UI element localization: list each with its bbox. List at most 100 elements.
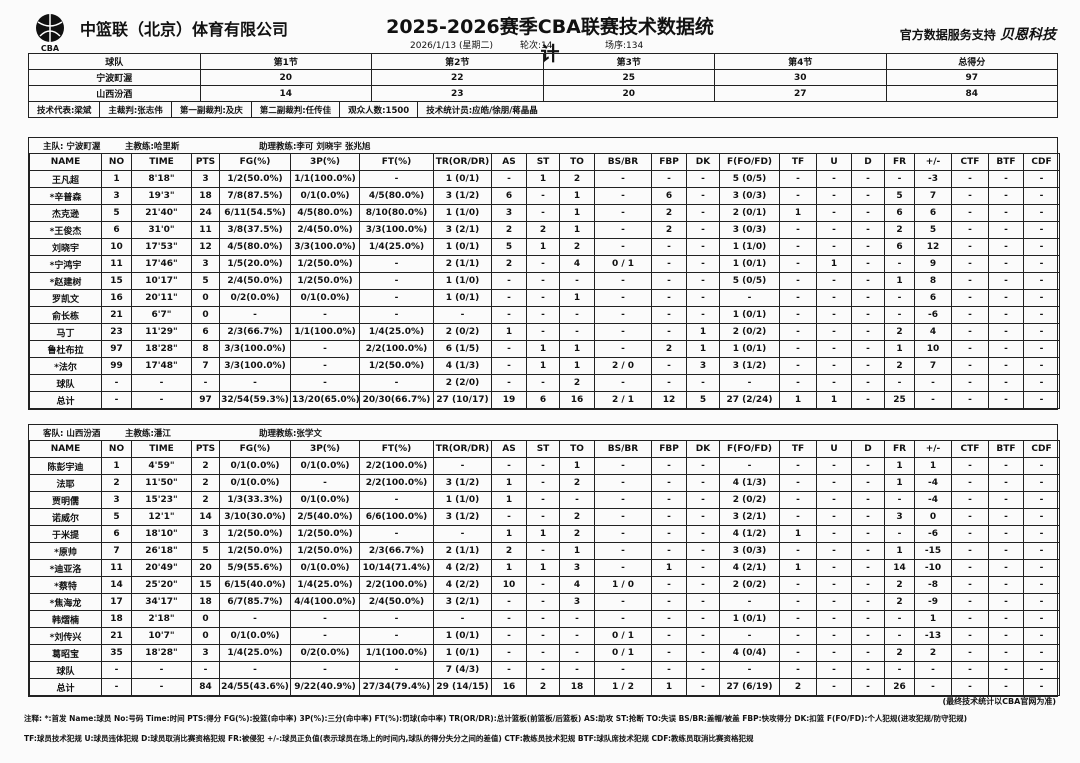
column-header: U (816, 440, 852, 458)
stat-cell: - (594, 323, 652, 341)
stat-cell: - (951, 661, 989, 679)
stat-cell: 0 (914, 508, 952, 526)
stat-cell: 2 (491, 221, 527, 239)
score-cell: 27 (714, 85, 887, 102)
stat-cell: -15 (914, 542, 952, 560)
player-row: 马丁 23 11'29" 6 2/3(66.7%) 1/1(100.0%) 1/4(25.0… (29, 323, 1060, 341)
stat-cell: 6'7" (131, 306, 192, 324)
stat-cell: 18 (191, 187, 220, 205)
stat-cell: - (491, 661, 527, 679)
stat-cell: - (491, 170, 527, 188)
stat-cell: -10 (914, 559, 952, 577)
stat-cell: 1 (884, 340, 915, 358)
stat-cell: - (914, 391, 952, 409)
player-name: *迪亚洛 (29, 559, 102, 577)
stat-cell: - (816, 661, 852, 679)
stat-cell: 1 (559, 340, 595, 358)
stat-cell: 1 (0/1) (433, 289, 492, 307)
player-row: 诺威尔 5 12'1" 14 3/10(30.0%) 2/5(40.0%) 6/6(100.… (29, 508, 1060, 526)
stat-cell: - (594, 289, 652, 307)
stat-cell: 2/2(100.0%) (359, 457, 434, 475)
stat-cell: 1/1(100.0%) (290, 323, 360, 341)
stat-cell: 1 (914, 457, 952, 475)
stat-cell: 16 (491, 678, 527, 696)
stat-cell: 8/10(80.0%) (359, 204, 434, 222)
score-cell: 宁波町渥 (28, 69, 201, 86)
column-header: FT(%) (359, 440, 434, 458)
player-name: 王凡超 (29, 170, 102, 188)
stat-cell: - (988, 559, 1024, 577)
stat-cell: 1/2(50.0%) (290, 542, 360, 560)
column-header: TO (559, 440, 595, 458)
stat-cell: 5 (191, 542, 220, 560)
player-row: *王俊杰 6 31'0" 11 3/8(37.5%) 2/4(50.0%) 3/3(100.… (29, 221, 1060, 239)
stat-cell: - (988, 576, 1024, 594)
stat-cell: 9 (914, 255, 952, 273)
stat-cell: 12 (651, 391, 687, 409)
stat-cell: - (594, 559, 652, 577)
stat-cell: - (951, 272, 989, 290)
stat-cell: - (816, 678, 852, 696)
stat-cell: - (526, 542, 560, 560)
player-row: 杰克逊 5 21'40" 24 6/11(54.5%) 4/5(80.0%) 8/10(80… (29, 204, 1060, 222)
away-team-stats: 客队: 山西汾酒 主教练:潘江 助理教练:张学文 NAME NO TIME PTS FG… (28, 424, 1060, 697)
stat-cell: 6 (1/5) (433, 340, 492, 358)
away-team-name: 客队: 山西汾酒 (43, 428, 101, 439)
stat-cell: 2 (914, 644, 952, 662)
stat-cell: 26'18" (131, 542, 192, 560)
stat-cell: - (816, 627, 852, 645)
column-header: FBP (651, 153, 687, 171)
stat-cell: - (988, 508, 1024, 526)
stat-cell: - (491, 374, 527, 392)
column-header: NAME (29, 153, 102, 171)
stat-cell: 1/2(50.0%) (359, 357, 434, 375)
stat-cell: - (359, 306, 434, 324)
stat-cell: 18 (559, 678, 595, 696)
stat-cell: - (526, 187, 560, 205)
stat-cell: - (851, 593, 885, 611)
stat-cell: 0 / 1 (594, 627, 652, 645)
away-team-line: 客队: 山西汾酒 主教练:潘江 助理教练:张学文 (29, 425, 1057, 440)
stat-cell: 1 (884, 474, 915, 492)
stat-cell: 2 (884, 576, 915, 594)
stat-cell: 2 (491, 542, 527, 560)
stat-cell: 1 (0/1) (433, 644, 492, 662)
stat-cell: 1 (1/0) (719, 238, 780, 256)
stat-cell: 21 (101, 627, 132, 645)
stat-cell: 2 (884, 357, 915, 375)
stat-cell: 1 (526, 559, 560, 577)
stat-cell: - (816, 457, 852, 475)
stat-cell: 8 (914, 272, 952, 290)
stat-cell: 0 (191, 627, 220, 645)
stat-cell: 1 (884, 457, 915, 475)
stat-cell: -13 (914, 627, 952, 645)
score-cell: 84 (885, 85, 1058, 102)
stat-cell: - (651, 627, 687, 645)
stat-cell: 18 (191, 593, 220, 611)
stat-cell: - (559, 491, 595, 509)
player-name: *刘传兴 (29, 627, 102, 645)
stat-cell: 1 (779, 391, 817, 409)
stat-cell: - (594, 238, 652, 256)
stat-cell: - (651, 289, 687, 307)
stat-cell: - (686, 661, 720, 679)
stat-cell: - (651, 374, 687, 392)
column-header: FR (884, 440, 915, 458)
stat-cell: 1 (816, 391, 852, 409)
player-name: *辛普森 (29, 187, 102, 205)
sponsor: 官方数据服务支持 贝恩科技 (900, 24, 1056, 44)
stat-cell: 1 / 0 (594, 576, 652, 594)
stat-cell: 97 (101, 340, 132, 358)
stat-cell: 0/1(0.0%) (290, 457, 360, 475)
player-row: 贾明儒 3 15'23" 2 1/3(33.3%) 0/1(0.0%) -1 (1/0) 1-… (29, 491, 1060, 509)
stat-cell: - (526, 508, 560, 526)
stat-cell: -8 (914, 576, 952, 594)
stat-cell: -6 (914, 306, 952, 324)
stat-cell: 15 (191, 576, 220, 594)
stat-cell: 24/55(43.6%) (219, 678, 291, 696)
stat-cell: 16 (101, 289, 132, 307)
stat-cell: - (526, 593, 560, 611)
stat-cell: - (951, 576, 989, 594)
stat-cell: - (1023, 204, 1060, 222)
player-name: 葛昭宝 (29, 644, 102, 662)
